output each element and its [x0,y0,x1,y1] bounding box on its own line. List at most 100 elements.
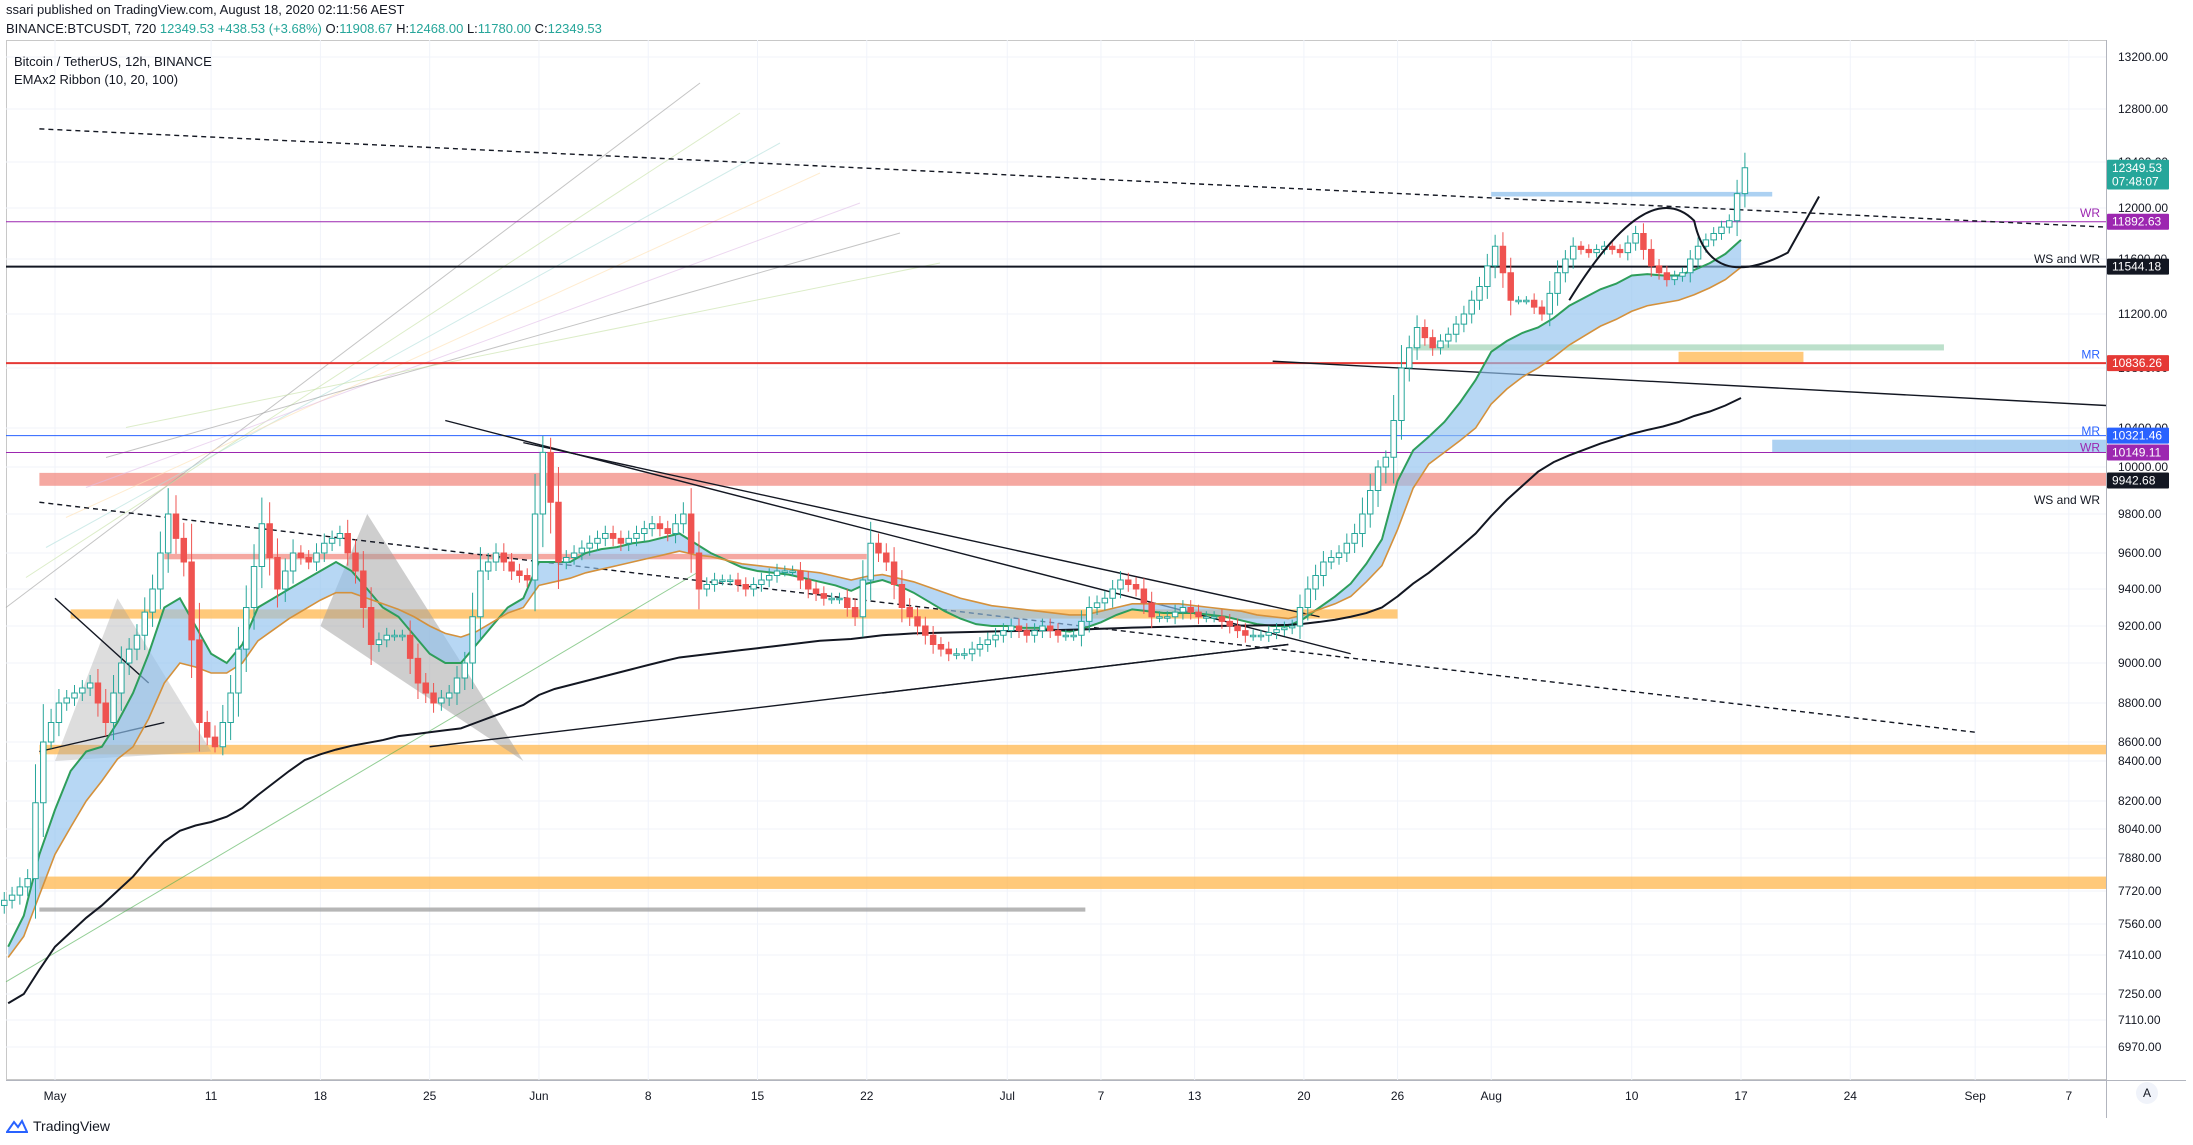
chart-frame[interactable] [6,40,2106,1080]
candle-body [1741,167,1749,195]
candle-body [1616,248,1624,254]
candle-body [1546,292,1553,315]
low-label: L: [466,21,478,36]
close-value: 12349.53 [547,21,602,36]
candle-body [118,662,125,694]
candle-body [750,584,757,590]
candle-body [976,644,984,650]
candle-body [1663,272,1671,281]
candle-body [328,537,336,544]
candle-body [742,584,750,590]
fan-line [25,112,741,578]
candle-body [1679,272,1686,277]
candle-body [1234,625,1241,632]
price-tick-label: 9400.00 [2118,582,2162,596]
candle-body [500,552,508,563]
candle-body [266,523,273,558]
candle-body [1593,248,1600,254]
open-value: 11908.67 [339,21,393,36]
trend-line [1272,360,2107,407]
candle-body [79,687,86,694]
candle-body [680,513,687,525]
candle-body [1288,625,1296,629]
candle-body [16,886,24,896]
candle-body [719,579,726,582]
price-tick-label: 7720.00 [2118,884,2162,898]
candle-body [1523,299,1530,303]
price-zone [1413,344,1944,351]
candle-body [391,634,398,638]
candle-body [1398,367,1405,421]
time-tick-label: 15 [751,1089,765,1103]
candle-body [1226,620,1233,627]
candle-body [360,570,367,608]
candle-body [313,552,320,563]
candle-body [844,597,851,608]
candle-body [258,523,266,567]
candle-body [352,552,359,572]
time-tick-label: 17 [1734,1089,1748,1103]
candle-body [336,533,344,539]
candle-body [1109,588,1116,599]
price-tick-label: 8600.00 [2118,735,2162,749]
auto-scale-button[interactable]: A [2136,1082,2158,1104]
candle-body [1101,597,1109,604]
candle-body [703,584,710,590]
fan-line [105,232,901,458]
candle-body [1585,248,1593,254]
candle-body [305,557,312,563]
candle-body [820,593,828,599]
candle-body [461,662,469,679]
candle-body [875,542,882,554]
candle-body [438,697,445,704]
candle-body [672,523,679,534]
candle-body [1265,631,1272,636]
time-tick-label: 7 [2065,1089,2072,1103]
candle-body [1640,233,1647,250]
candle-body [602,533,609,539]
candle-body [836,597,843,601]
candle-body [984,639,991,645]
candle-body [1210,616,1218,619]
candle-body [1702,239,1710,247]
candle-body [531,513,539,581]
candle-body [1070,634,1077,638]
candle-body [1437,340,1444,349]
candle-body [367,607,375,645]
candle-body [227,692,234,723]
candle-body [1367,490,1374,515]
price-zone [1772,439,2106,453]
candle-body [196,639,203,723]
legend-indicator[interactable]: EMAx2 Ribbon (10, 20, 100) [14,72,179,87]
candle-body [563,557,570,563]
price-tick-label: 9800.00 [2118,507,2162,521]
candle-body [586,542,593,549]
fan-line [45,142,781,548]
candle-body [578,547,586,554]
candle-body [734,579,742,585]
time-tick-label: Jun [529,1089,548,1103]
trend-line [39,128,2107,228]
candle-body [1179,607,1187,613]
tradingview-logo-icon [6,1119,28,1133]
candle-body [1171,611,1179,618]
candle-body [1156,616,1163,619]
price-tick-label: 12800.00 [2118,102,2168,116]
price-badge-label: 10321.46 [2112,429,2162,443]
time-tick-label: 20 [1297,1089,1311,1103]
footer-brand[interactable]: TradingView [6,1118,110,1134]
price-badge-label: 11544.18 [2112,260,2161,274]
candle-body [929,634,937,645]
candle-body [1296,607,1304,627]
candle-body [477,570,484,618]
candle-body [219,722,227,748]
candle-body [633,533,640,539]
price-zone [164,553,867,560]
candle-body [1569,245,1577,260]
candle-body [695,552,703,590]
candle-body [180,537,188,563]
time-tick-label: 7 [1098,1089,1105,1103]
candle-body [1359,513,1366,534]
price-tick-label: 8200.00 [2118,794,2162,808]
